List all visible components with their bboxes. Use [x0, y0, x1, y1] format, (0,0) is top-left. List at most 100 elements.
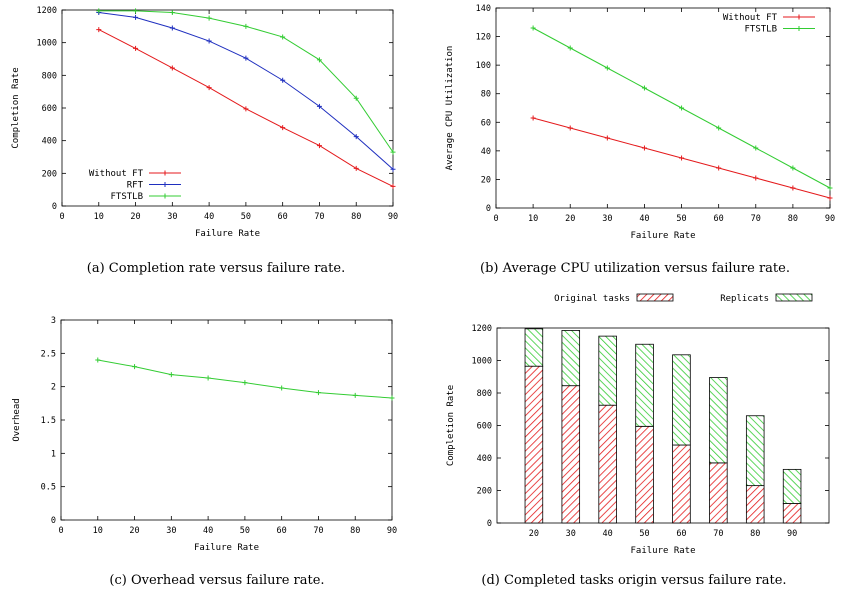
data-point	[353, 165, 359, 171]
x-tick-label: 70	[751, 214, 761, 224]
y-tick-label: 0	[52, 202, 57, 212]
legend-label: FTSTLB	[110, 192, 143, 202]
plot-frame-c	[60, 319, 393, 521]
data-point	[716, 165, 722, 171]
data-point	[316, 103, 322, 109]
legend-swatch	[636, 293, 674, 302]
data-point	[96, 27, 102, 33]
y-tick-label: 400	[42, 137, 57, 147]
data-point	[316, 143, 322, 149]
y-tick-label: 0	[487, 519, 492, 529]
bar-replicats	[561, 330, 581, 387]
y-tick-label: 3	[51, 316, 56, 326]
y-axis-label: Overhead	[12, 398, 22, 441]
bar-original-tasks	[709, 462, 728, 524]
data-point	[389, 395, 395, 401]
bar-replicats	[524, 328, 544, 367]
bar-replicats	[672, 354, 691, 446]
data-point	[390, 183, 396, 189]
x-tick-label: 50	[676, 214, 686, 224]
legend-label: Without FT	[723, 13, 778, 23]
data-point	[280, 34, 286, 40]
y-tick-label: 140	[476, 4, 491, 14]
x-tick-label: 60	[714, 214, 724, 224]
x-tick-label: 30	[566, 529, 576, 539]
bar-original-tasks	[672, 444, 691, 524]
chart-c: 0 10 20 30 40 50 60 70 80 90 0 0.5 1 1.5 2 2.5 3 Failure …	[12, 316, 397, 588]
legend-swatch	[775, 293, 813, 302]
data-point	[827, 185, 833, 191]
data-point	[243, 106, 249, 112]
data-point	[353, 134, 359, 140]
data-point	[206, 85, 212, 91]
legend-marker	[796, 14, 802, 20]
data-point	[716, 125, 722, 131]
x-tick-label: 60	[277, 526, 287, 536]
y-tick-label: 1000	[472, 357, 492, 367]
x-tick-label: 20	[130, 212, 140, 222]
y-axis-label: Completion Rate	[446, 385, 456, 466]
y-tick-label: 200	[42, 169, 57, 179]
data-point	[567, 125, 573, 131]
x-tick-label: 80	[788, 214, 798, 224]
y-tick-label: 600	[42, 104, 57, 114]
x-axis-label: Failure Rate	[630, 546, 695, 556]
x-tick-label: 70	[313, 526, 323, 536]
bar-original-tasks	[745, 485, 765, 524]
legend-marker	[162, 193, 168, 199]
data-point	[679, 155, 685, 161]
y-tick-label: 600	[477, 422, 492, 432]
legend-label: FTSTLB	[744, 25, 777, 35]
data-point	[315, 390, 321, 396]
y-tick-label: 800	[477, 389, 492, 399]
plot-frame-d	[496, 327, 830, 524]
x-tick-label: 0	[58, 526, 63, 536]
legend-label: Original tasks	[554, 294, 630, 304]
caption: (b) Average CPU utilization versus failu…	[480, 261, 790, 276]
y-tick-label: 0.5	[41, 483, 56, 493]
data-point	[280, 125, 286, 131]
x-tick-label: 0	[493, 214, 498, 224]
bar-replicats	[635, 343, 654, 427]
data-point	[390, 149, 396, 155]
data-point	[753, 145, 759, 151]
bar-original-tasks	[782, 503, 802, 524]
data-point	[132, 364, 138, 370]
data-point	[604, 65, 610, 71]
x-axis-label: Failure Rate	[630, 231, 695, 241]
x-tick-label: 30	[166, 526, 176, 536]
x-tick-label: 80	[351, 212, 361, 222]
data-point	[530, 115, 536, 121]
y-tick-label: 1000	[37, 39, 57, 49]
data-point	[243, 23, 249, 29]
x-tick-label: 40	[203, 526, 213, 536]
bar-original-tasks	[635, 425, 654, 524]
data-point	[641, 145, 647, 151]
y-tick-label: 120	[476, 33, 491, 43]
y-tick-label: 40	[481, 147, 491, 157]
bar-replicats	[598, 335, 617, 406]
data-point	[242, 380, 248, 386]
y-tick-label: 2.5	[41, 349, 56, 359]
y-tick-label: 0	[486, 204, 491, 214]
data-point	[641, 85, 647, 91]
y-tick-label: 80	[481, 90, 491, 100]
bar-original-tasks	[561, 385, 581, 524]
x-tick-label: 30	[167, 212, 177, 222]
y-tick-label: 800	[42, 71, 57, 81]
bar-replicats	[782, 468, 802, 504]
x-tick-label: 90	[387, 526, 397, 536]
data-point	[206, 38, 212, 44]
x-tick-label: 10	[528, 214, 538, 224]
data-point	[243, 55, 249, 61]
y-tick-label: 0	[51, 516, 56, 526]
bar-replicats	[709, 377, 728, 464]
caption: (a) Completion rate versus failure rate.	[87, 261, 345, 276]
x-axis-label: Failure Rate	[194, 543, 259, 553]
x-tick-label: 50	[639, 529, 649, 539]
data-point	[316, 57, 322, 63]
legend-marker	[162, 170, 168, 176]
legend-label: RFT	[127, 181, 144, 191]
x-tick-label: 80	[750, 529, 760, 539]
